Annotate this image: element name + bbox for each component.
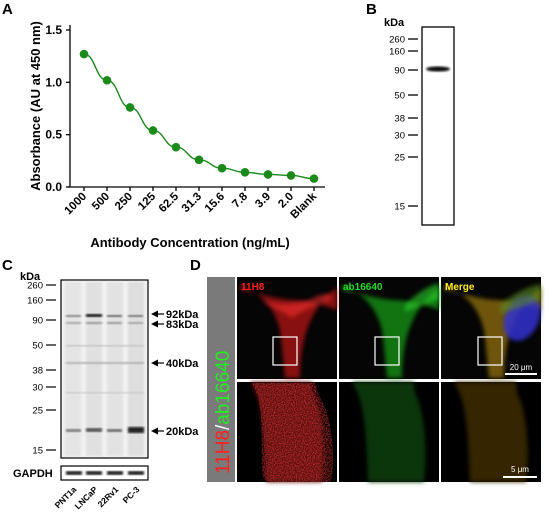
panel-c-marker-label: 90 [32, 316, 43, 327]
panel-c-marker-label: 38 [32, 366, 43, 377]
scalebar-bottom-label: 5 μm [511, 465, 529, 474]
scalebar-top [505, 373, 537, 375]
panel-c-band-label: 40kDa [166, 358, 199, 370]
panel-c-bands [65, 282, 144, 456]
panel-c-band-label: 83kDa [166, 319, 199, 331]
panel-c-band-arrow [151, 310, 158, 318]
panel-c-band-arrow [151, 320, 158, 328]
panel-d-top-row: 11H8 ab16640 Merge 20 μm [237, 277, 541, 379]
panel-a-point [102, 75, 112, 85]
panel-d-channel-label: ab16640 [343, 282, 383, 293]
panel-a: A 0.0 0.5 1.0 1.5 Absorbance (AU at 450 nm)… [2, 1, 325, 250]
panel-a-point [148, 126, 158, 135]
panel-d: D 11H8/ab16640 [190, 257, 541, 482]
panel-c-unit: kDa [20, 271, 41, 283]
panel-a-ytick-label: 1.5 [45, 23, 62, 37]
panel-a-xtick-label: 3.9 [253, 191, 273, 211]
panel-a-ylabel: Absorbance (AU at 450 nm) [28, 21, 43, 191]
panel-d-channel-label: Merge [445, 282, 475, 293]
panel-c-lane-label: 22Rv1 [96, 484, 121, 509]
panel-a-ytick-label: 1.0 [45, 75, 62, 89]
zoom-box-red [272, 336, 298, 366]
panel-a-point [79, 49, 89, 59]
panel-b-marker-label: 50 [394, 91, 405, 102]
panel-c-markers: 260 160 90 50 38 30 25 15 [27, 281, 56, 457]
panel-a-xlabel: Antibody Concentration (ng/mL) [90, 235, 289, 250]
panel-c-marker-label: 260 [27, 281, 43, 292]
panel-b-marker-label: 25 [394, 153, 405, 164]
zoom-box-green [374, 336, 400, 366]
panel-d-sidebar [207, 277, 235, 482]
panel-c-loading-control: GAPDH [13, 468, 53, 480]
panel-label-b: B [366, 1, 377, 18]
panel-b-marker-label: 160 [389, 47, 405, 58]
panel-c-gapdh-bands [66, 471, 144, 475]
scalebar-bottom [503, 476, 537, 478]
panel-label-d: D [190, 257, 201, 274]
panel-a-ytick-label: 0.5 [45, 128, 62, 142]
panel-label-a: A [2, 1, 13, 18]
panel-a-ytick-label: 0.0 [45, 180, 62, 194]
panel-d-side-label: 11H8/ab16640 [213, 351, 234, 474]
panel-a-point [171, 142, 181, 152]
panel-c-lane-label: LNCaP [73, 484, 100, 511]
panel-c-band-label: 20kDa [166, 426, 199, 438]
panel-c-marker-label: 15 [32, 446, 43, 457]
panel-a-xtick-label: 7.8 [230, 190, 250, 210]
panel-a-point [125, 103, 135, 112]
cell-green-top [342, 283, 439, 378]
panel-b-marker-label: 15 [394, 202, 405, 213]
panel-c-marker-label: 30 [32, 383, 43, 394]
panel-c-band-label: 92kDa [166, 309, 199, 321]
panel-d-channel-labels: 11H8 ab16640 Merge [241, 282, 475, 293]
panel-b-marker-label: 38 [394, 114, 405, 125]
panel-d-channel-label: 11H8 [241, 282, 265, 293]
panel-a-xtick-label: 125 [136, 190, 158, 212]
panel-label-c: C [2, 257, 13, 274]
panel-d-bottom-row: 5 μm [237, 382, 541, 482]
panel-b-unit: kDa [384, 17, 405, 29]
panel-c-marker-label: 50 [32, 341, 43, 352]
cell-merge-top [444, 284, 541, 378]
panel-b-marker-label: 260 [389, 35, 405, 46]
panel-a-point [286, 171, 296, 180]
panel-b-marker-label: 30 [394, 131, 405, 142]
panel-a-xtick-label: 250 [113, 191, 135, 213]
panel-b-blot [421, 26, 455, 226]
panel-c-gapdh-blot [60, 465, 149, 481]
panel-c-lane-label: PC-3 [121, 484, 142, 505]
panel-c-band-arrow [151, 427, 158, 435]
panel-c-marker-label: 25 [32, 406, 43, 417]
panel-a-point [217, 163, 227, 173]
panel-a-xtick-label: 62.5 [157, 190, 182, 215]
panel-a-xtick-label: 15.6 [203, 191, 227, 215]
zoom-box-merge [477, 336, 503, 366]
panel-a-point [263, 170, 273, 179]
panel-c-marker-label: 160 [27, 296, 43, 307]
panel-b-marker-label: 90 [394, 66, 405, 77]
panel-a-series [79, 49, 319, 183]
panel-a-point [194, 155, 204, 165]
panel-c-band-arrow [151, 359, 158, 367]
panel-a-point [240, 168, 250, 177]
panel-b-band [426, 66, 450, 72]
panel-a-xtick-label: 500 [90, 191, 112, 213]
panel-a-yaxis: 0.0 0.5 1.0 1.5 Absorbance (AU at 450 nm) [28, 21, 71, 194]
panel-a-xtick-label: Blank [288, 190, 319, 221]
panel-a-xtick-label: 31.3 [180, 191, 204, 215]
scalebar-top-label: 20 μm [510, 363, 533, 372]
panel-a-xtick-label: 1000 [63, 191, 90, 218]
panel-a-point [309, 174, 319, 183]
panel-c: C kDa [2, 257, 199, 511]
cell-red-top [240, 285, 337, 378]
